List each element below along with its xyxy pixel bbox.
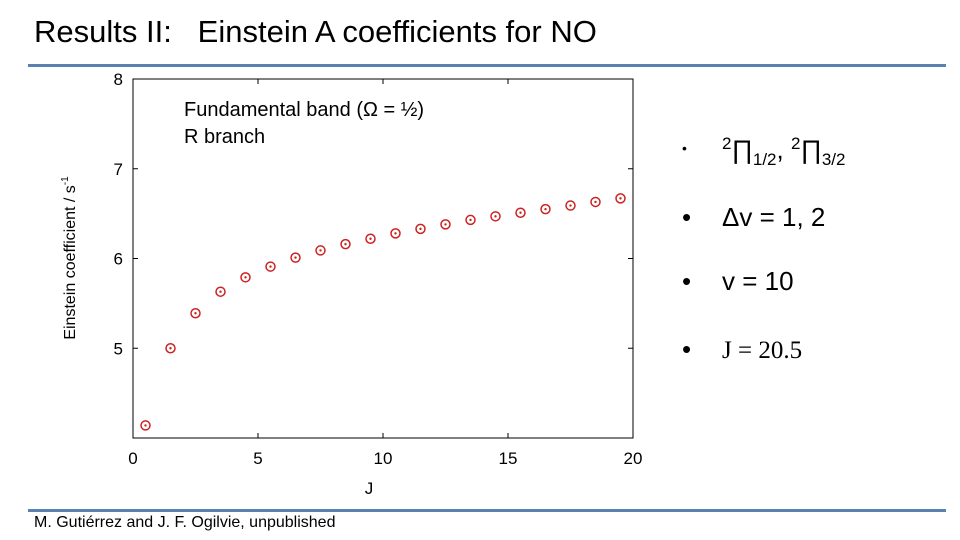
term-multiplicity-1: 2	[722, 134, 732, 153]
y-axis-label-text: Einstein coefficient / s	[62, 185, 79, 339]
term-separator: ,	[776, 134, 791, 165]
data-point	[190, 307, 201, 319]
data-points	[140, 193, 626, 431]
data-point	[440, 219, 451, 230]
axis-tick-labels: 0 5 10 15 20 5 6 7 8	[114, 70, 643, 468]
data-point	[340, 238, 351, 250]
data-point	[315, 245, 326, 256]
data-point	[415, 223, 426, 235]
chart-annotation-line-1: Fundamental band (Ω = ½)	[184, 99, 424, 121]
bullet-text: Δv = 1, 2	[722, 202, 826, 232]
bullet-text: J = 20.5	[722, 337, 803, 364]
y-axis-label: Einstein coefficient / s-1	[60, 176, 79, 340]
x-axis-label: J	[365, 479, 374, 498]
data-point	[565, 200, 576, 211]
term-omega-1: 1/2	[752, 149, 777, 169]
bullet-marker: •	[682, 202, 692, 232]
x-tick-label: 0	[128, 449, 137, 468]
bullet-marker: •	[682, 334, 692, 364]
x-tick-label: 10	[374, 449, 393, 468]
data-point	[240, 272, 251, 283]
data-point	[290, 252, 301, 263]
y-tick-label: 8	[114, 70, 123, 89]
y-tick-label: 5	[114, 339, 123, 358]
bullet-j: • J = 20.5	[682, 334, 802, 365]
data-point	[590, 196, 601, 208]
data-point	[165, 343, 176, 354]
data-point	[615, 193, 626, 204]
y-tick-label: 6	[114, 250, 123, 269]
bullet-term-symbols: • 2∏1/2, 2∏3/2	[682, 134, 845, 170]
x-tick-label: 15	[499, 449, 518, 468]
bullet-text: v = 10	[722, 266, 794, 296]
x-tick-label: 5	[253, 449, 262, 468]
term-multiplicity-2: 2	[790, 134, 801, 153]
bullet-v: • v = 10	[682, 266, 794, 297]
axis-ticks	[132, 78, 634, 438]
x-tick-label: 20	[624, 449, 643, 468]
data-point	[365, 233, 376, 245]
term-omega-2: 3/2	[821, 149, 846, 169]
data-point	[515, 207, 526, 218]
data-point	[215, 286, 226, 297]
y-axis-label-unit-exponent: -1	[60, 176, 71, 185]
pi-symbol-1: ∏	[731, 134, 753, 165]
title-divider	[28, 64, 946, 67]
pi-symbol-2: ∏	[800, 134, 822, 165]
footer-citation: M. Gutiérrez and J. F. Ogilvie, unpublis…	[34, 514, 336, 531]
bullet-marker: •	[682, 139, 687, 156]
bullet-delta-v: • Δv = 1, 2	[682, 202, 825, 233]
data-point	[465, 214, 476, 226]
data-point	[265, 261, 276, 272]
data-point	[390, 228, 401, 239]
y-tick-label: 7	[114, 160, 123, 179]
bullet-marker: •	[682, 266, 692, 296]
footer-divider	[28, 509, 946, 512]
slide-title: Results II: Einstein A coefficients for …	[34, 14, 597, 49]
data-point	[490, 211, 501, 222]
chart-annotation-line-2: R branch	[184, 126, 265, 148]
data-point	[540, 203, 551, 215]
data-point	[140, 420, 151, 431]
